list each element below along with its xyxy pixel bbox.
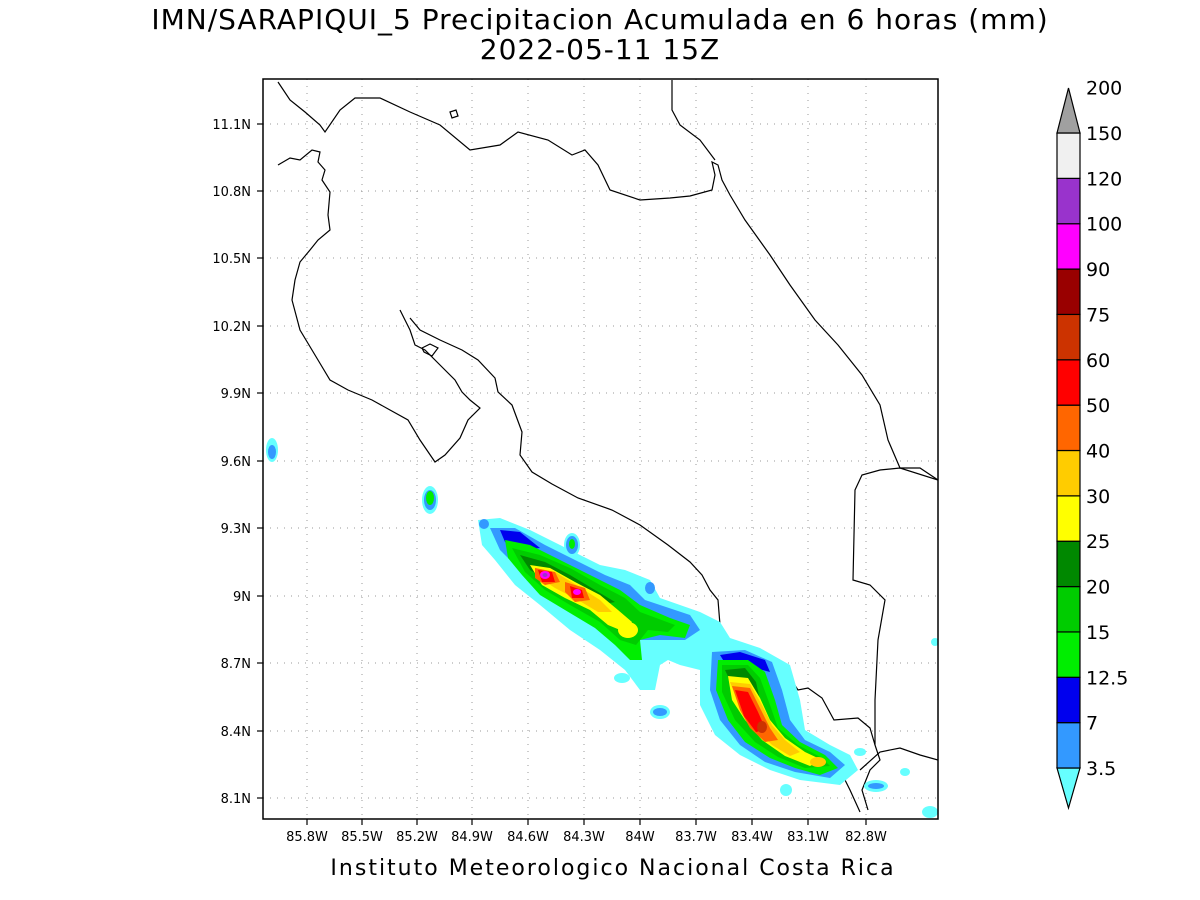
colorbar-label: 120 bbox=[1086, 168, 1122, 190]
colorbar-segment bbox=[1056, 313, 1081, 361]
colorbar-segment bbox=[1056, 359, 1081, 406]
colorbar-label: 25 bbox=[1086, 531, 1110, 553]
lat-tick-label: 8.4N bbox=[221, 725, 251, 740]
colorbar-label: 90 bbox=[1086, 259, 1110, 281]
colorbar-arrow-low bbox=[1056, 767, 1081, 811]
lat-tick-label: 8.7N bbox=[221, 657, 251, 672]
lon-tick-label: 83.1W bbox=[787, 830, 829, 845]
lat-tick-label: 11.1N bbox=[212, 118, 251, 133]
colorbar-segment bbox=[1056, 540, 1081, 588]
colorbar-label: 3.5 bbox=[1086, 758, 1116, 780]
colorbar-arrow-high bbox=[1056, 87, 1081, 134]
colorbar-label: 150 bbox=[1086, 123, 1122, 145]
nicoya-gulf-coast bbox=[409, 317, 721, 641]
colorbar-segment bbox=[1056, 404, 1081, 452]
colorbar-segment bbox=[1056, 177, 1081, 225]
longitude-axis: 85.8W 85.5W 85.2W 84.9W 84.6W 84.3W 84W 83.7W 83… bbox=[286, 819, 887, 845]
lat-tick-label: 9.6N bbox=[221, 455, 251, 470]
colorbar-label: 40 bbox=[1086, 441, 1110, 463]
colorbar-label: 50 bbox=[1086, 395, 1110, 417]
colorbar-segment bbox=[1056, 223, 1081, 270]
map-title: IMN/SARAPIQUI_5 Precipitacion Acumulada … bbox=[151, 3, 1049, 36]
colorbar-segment bbox=[1056, 722, 1081, 769]
colorbar-label: 75 bbox=[1086, 304, 1110, 326]
lon-tick-label: 85.2W bbox=[396, 830, 438, 845]
lat-tick-label: 8.1N bbox=[221, 792, 251, 807]
lat-tick-label: 9N bbox=[233, 590, 251, 605]
colorbar-segment bbox=[1056, 132, 1081, 179]
colorbar-label: 15 bbox=[1086, 622, 1110, 644]
pacific-coast bbox=[277, 149, 481, 463]
nicaragua-border bbox=[671, 80, 716, 161]
colorbar-segment bbox=[1056, 268, 1081, 316]
lon-tick-label: 84W bbox=[625, 830, 655, 845]
plot-frame bbox=[262, 78, 939, 820]
map-gridlines bbox=[263, 79, 938, 819]
coastline-outline bbox=[277, 80, 938, 813]
colorbar-label: 30 bbox=[1086, 486, 1110, 508]
latitude-axis: 11.1N 10.8N 10.5N 10.2N 9.9N 9.6N 9.3N 9N 8.7N 8.… bbox=[212, 118, 263, 807]
colorbar-segment bbox=[1056, 449, 1081, 497]
lon-tick-label: 84.3W bbox=[563, 830, 605, 845]
lat-tick-label: 10.2N bbox=[212, 320, 251, 335]
precipitation-field bbox=[266, 438, 938, 818]
lon-tick-label: 82.8W bbox=[845, 830, 887, 845]
colorbar-segment bbox=[1056, 676, 1081, 724]
lat-tick-label: 10.5N bbox=[212, 252, 251, 267]
colorbar-label: 200 bbox=[1086, 78, 1122, 100]
colorbar-label: 20 bbox=[1086, 577, 1110, 599]
colorbar-segment bbox=[1056, 585, 1081, 633]
colorbar-segment bbox=[1056, 631, 1081, 678]
color-legend: 3.5 7 12.5 15 20 25 30 40 50 60 75 90 100 120 150 200 bbox=[1056, 78, 1128, 811]
panama-coast bbox=[859, 747, 938, 771]
coastline bbox=[277, 81, 938, 481]
lon-tick-label: 84.9W bbox=[451, 830, 493, 845]
map-subtitle-datetime: 2022-05-11 15Z bbox=[479, 33, 721, 66]
colorbar-label: 60 bbox=[1086, 350, 1110, 372]
lon-tick-label: 85.5W bbox=[341, 830, 383, 845]
lon-tick-label: 83.4W bbox=[731, 830, 773, 845]
lon-tick-label: 84.6W bbox=[507, 830, 549, 845]
island-2 bbox=[449, 109, 459, 119]
colorbar-label: 12.5 bbox=[1086, 667, 1128, 689]
panama-border bbox=[852, 467, 938, 811]
lat-tick-label: 10.8N bbox=[212, 185, 251, 200]
colorbar-label: 7 bbox=[1086, 713, 1098, 735]
institution-footer: Instituto Meteorologico Nacional Costa R… bbox=[330, 856, 896, 881]
colorbar-segment bbox=[1056, 495, 1081, 542]
lon-tick-label: 83.7W bbox=[675, 830, 717, 845]
lon-tick-label: 85.8W bbox=[286, 830, 328, 845]
lat-tick-label: 9.9N bbox=[221, 387, 251, 402]
colorbar-label: 100 bbox=[1086, 214, 1122, 236]
lat-tick-label: 9.3N bbox=[221, 522, 251, 537]
island-1 bbox=[421, 343, 439, 357]
